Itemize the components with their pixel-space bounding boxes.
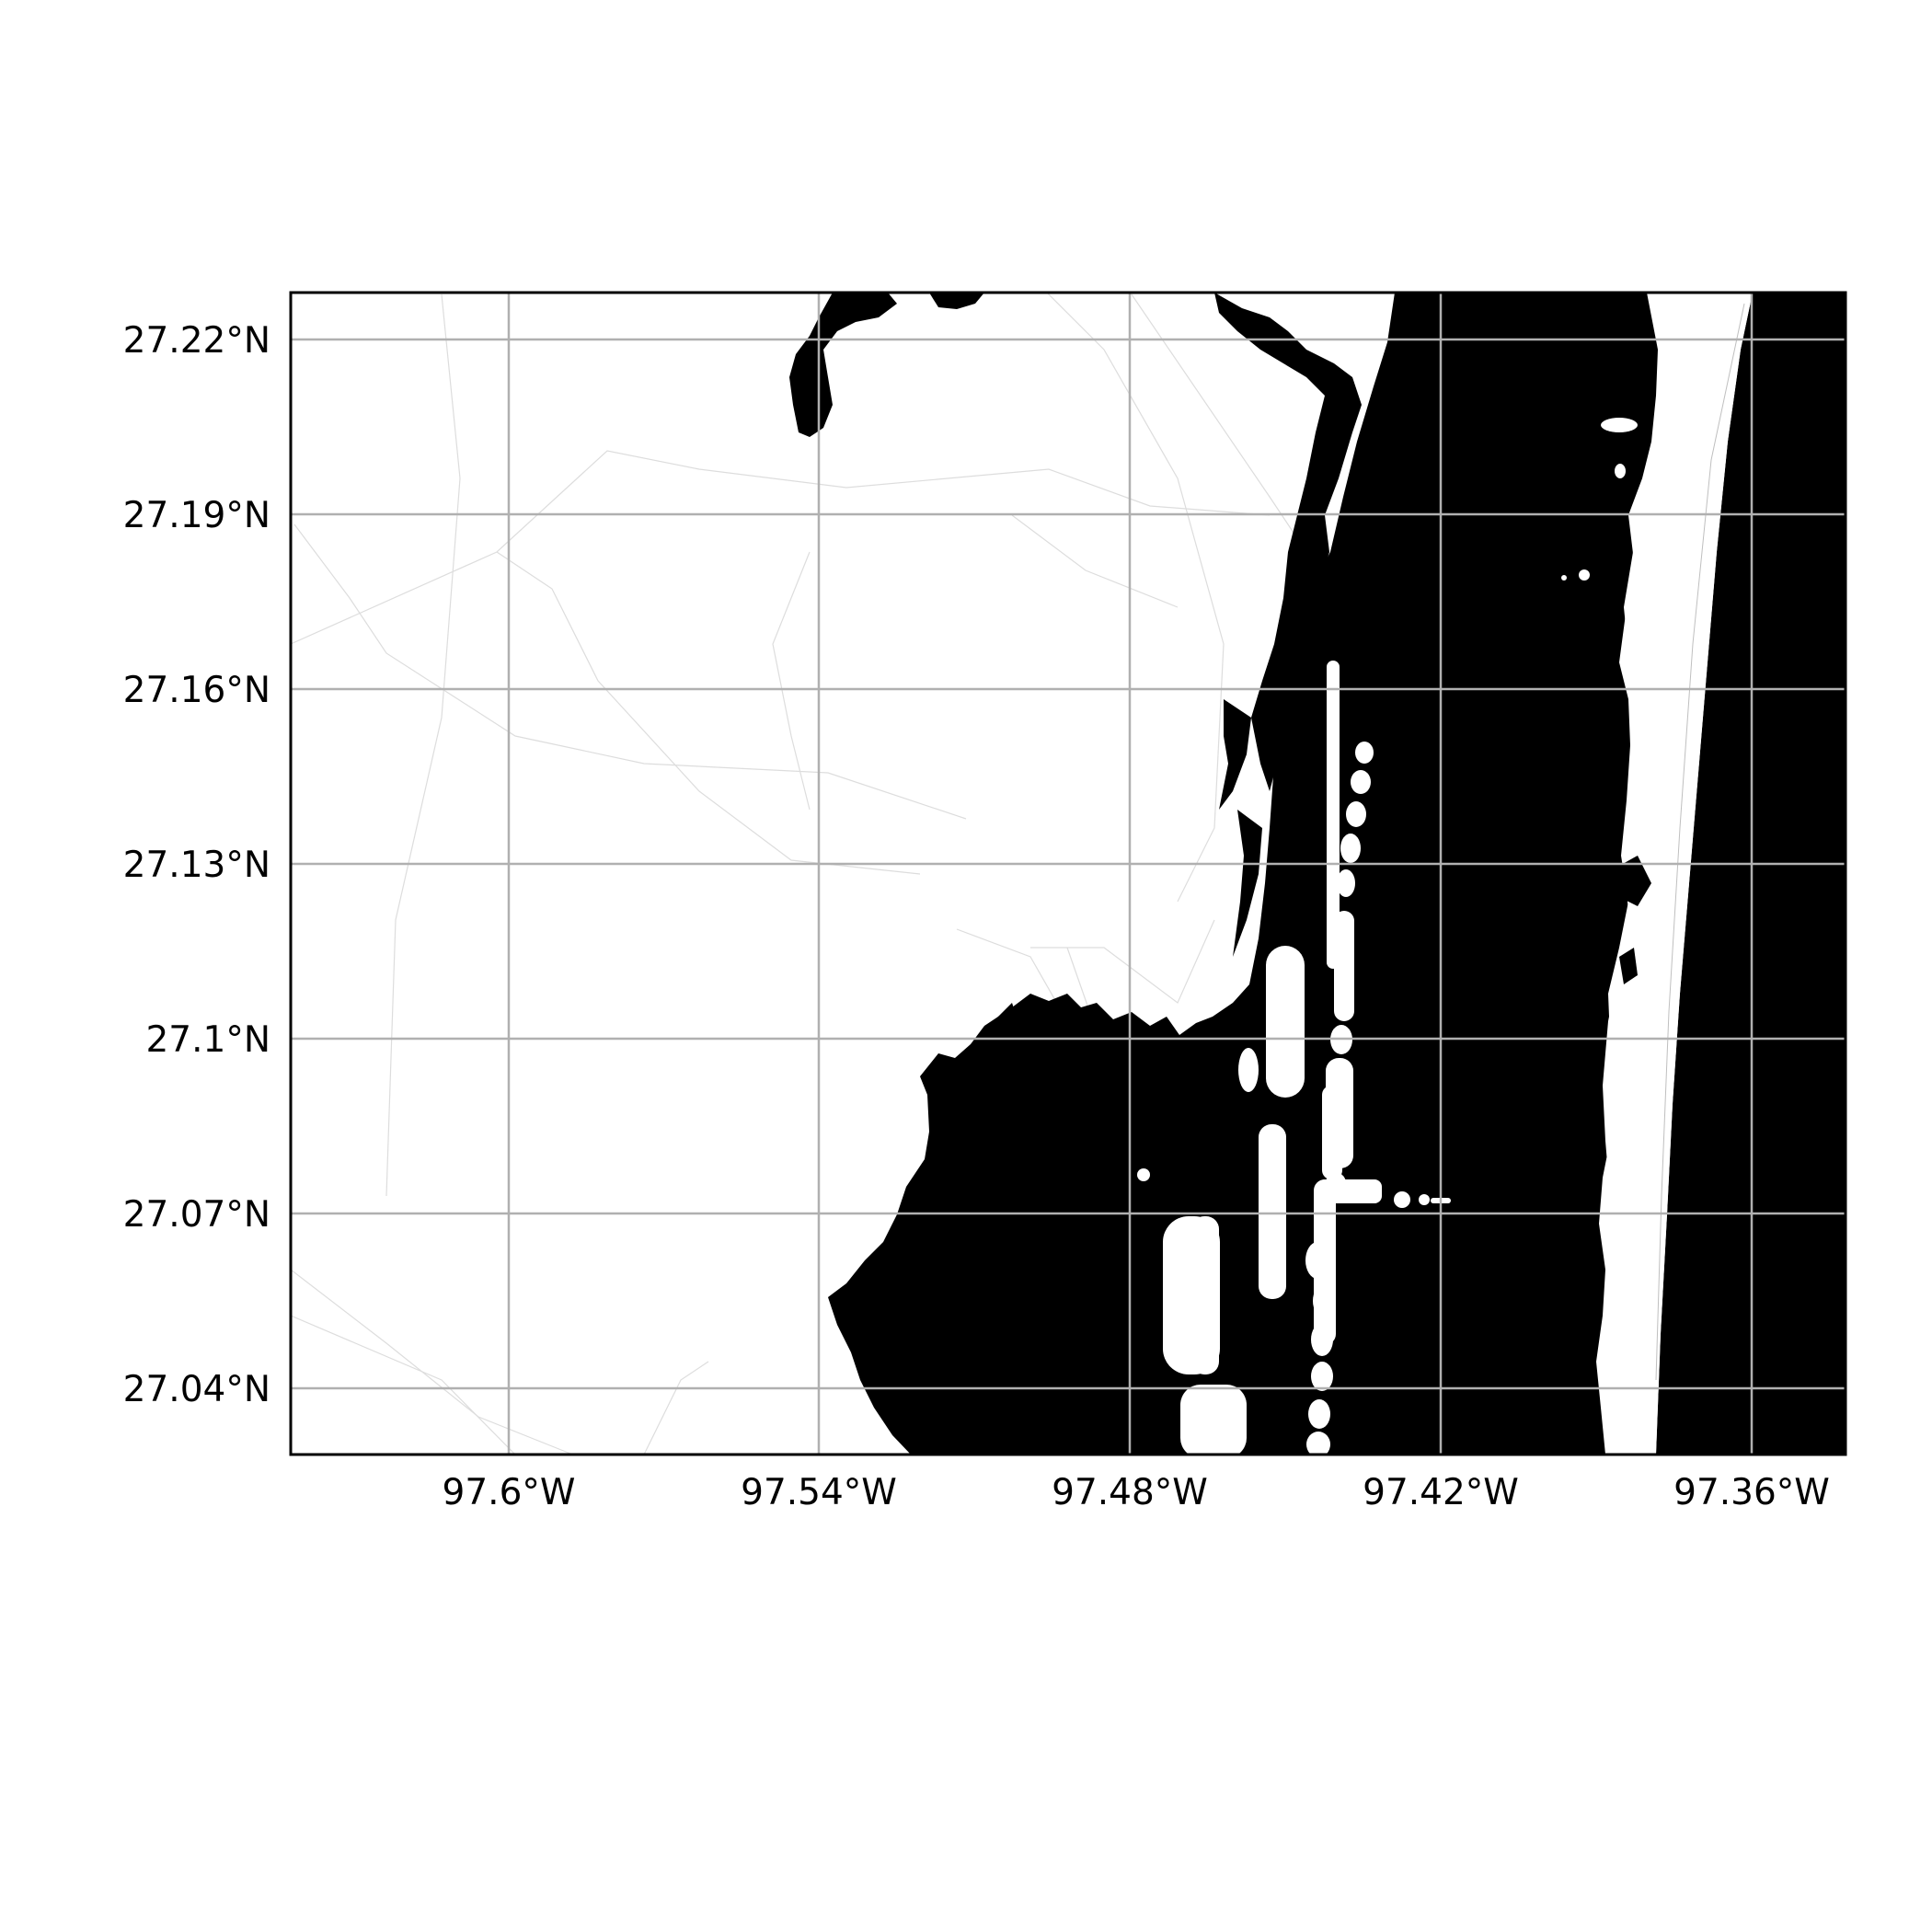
lat-tick-label: 27.1°N xyxy=(145,1019,270,1061)
lon-tick-label: 97.54°W xyxy=(741,1472,897,1513)
lon-tick-label: 97.36°W xyxy=(1673,1472,1830,1513)
lat-tick-labels: 27.22°N 27.19°N 27.16°N 27.13°N 27.1°N 2… xyxy=(123,320,270,1410)
road-network xyxy=(291,293,1307,1455)
lat-tick-label: 27.04°N xyxy=(123,1369,270,1410)
baffin-bay-arm-small xyxy=(929,293,984,309)
padre-island xyxy=(1596,293,1753,1455)
marsh-fringe xyxy=(994,293,1362,1343)
baffin-bay-arm xyxy=(789,293,897,437)
lat-tick-label: 27.22°N xyxy=(123,320,270,362)
gridlines xyxy=(291,293,1846,1455)
lat-tick-label: 27.16°N xyxy=(123,670,270,711)
lon-tick-label: 97.6°W xyxy=(443,1472,576,1513)
laguna-madre-water xyxy=(828,293,1665,1455)
lat-tick-label: 27.19°N xyxy=(123,495,270,536)
barrier-ponds xyxy=(1619,856,1651,984)
padre-island-inner-edge xyxy=(1655,303,1745,1381)
lon-tick-label: 97.42°W xyxy=(1363,1472,1519,1513)
lat-tick-label: 27.13°N xyxy=(123,845,270,886)
lon-tick-label: 97.48°W xyxy=(1052,1472,1208,1513)
lon-tick-labels: 97.6°W 97.54°W 97.48°W 97.42°W 97.36°W xyxy=(443,1472,1830,1513)
map-frame xyxy=(289,291,1847,1456)
spoil-islands xyxy=(1137,418,1638,1455)
lat-tick-label: 27.07°N xyxy=(123,1194,270,1236)
